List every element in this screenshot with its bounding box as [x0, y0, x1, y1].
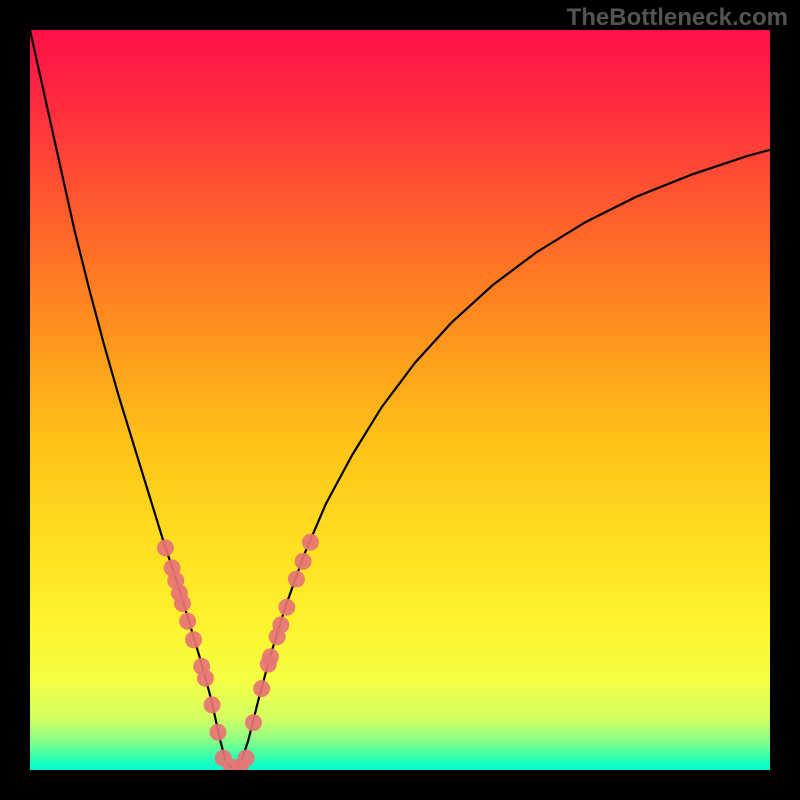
data-point: [238, 750, 255, 767]
data-point: [209, 724, 226, 741]
data-point: [302, 534, 319, 551]
data-point: [245, 714, 262, 731]
data-point: [295, 553, 312, 570]
data-point: [288, 571, 305, 588]
data-point: [253, 680, 270, 697]
plot-area: [30, 30, 770, 770]
bottleneck-curve: [30, 30, 770, 770]
data-point: [204, 696, 221, 713]
data-point: [278, 599, 295, 616]
data-point: [197, 670, 214, 687]
watermark-text: TheBottleneck.com: [567, 4, 788, 32]
data-point: [179, 613, 196, 630]
data-point: [174, 595, 191, 612]
curve-svg: [30, 30, 770, 770]
data-point: [272, 616, 289, 633]
data-point: [157, 540, 174, 557]
chart-container: TheBottleneck.com: [0, 0, 800, 800]
data-point: [262, 648, 279, 665]
data-point: [185, 631, 202, 648]
